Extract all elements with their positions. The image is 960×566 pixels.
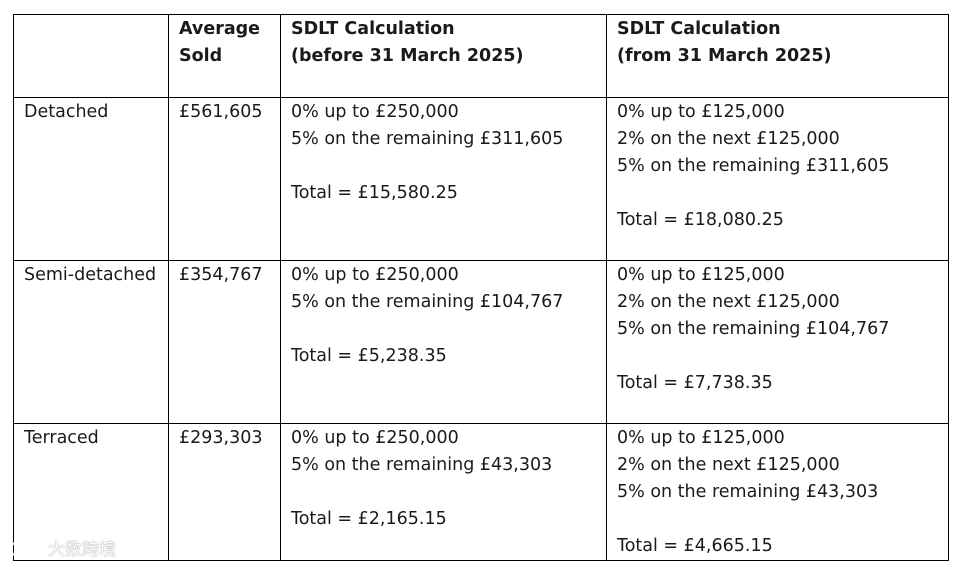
average-sold-cell: £293,303 <box>168 423 281 561</box>
sdlt-after-line: Total = £7,738.35 <box>617 373 773 393</box>
sdlt-before-line: Total = £5,238.35 <box>291 346 447 366</box>
sdlt-before-line: 0% up to £250,000 <box>291 265 459 285</box>
watermark-text: 大数跨境 <box>48 540 116 560</box>
average-sold-value: £293,303 <box>179 428 263 448</box>
line-gap <box>617 343 940 370</box>
sdlt-after-cell: 0% up to £125,000 2% on the next £125,000… <box>606 260 949 424</box>
header-average-sold: Average Sold <box>168 14 281 98</box>
watermark: 大数跨境 <box>8 535 116 560</box>
sdlt-before-line: 5% on the remaining £43,303 <box>291 455 553 475</box>
table-row: Detached £561,605 0% up to £250,000 5% on t… <box>13 97 949 261</box>
line-gap <box>617 180 940 207</box>
sdlt-after-line: 5% on the remaining £311,605 <box>617 156 890 176</box>
average-sold-value: £561,605 <box>179 102 263 122</box>
header-row: Average Sold SDLT Calculation (before 31… <box>13 14 949 98</box>
sdlt-before-line: 0% up to £250,000 <box>291 428 459 448</box>
table-row: Semi-detached £354,767 0% up to £250,000 5%… <box>13 260 949 424</box>
sdlt-after-line: 5% on the remaining £43,303 <box>617 482 879 502</box>
sdlt-before-cell: 0% up to £250,000 5% on the remaining £43… <box>280 423 607 561</box>
sdlt-after-cell: 0% up to £125,000 2% on the next £125,000… <box>606 423 949 561</box>
average-sold-value: £354,767 <box>179 265 263 285</box>
property-type: Terraced <box>24 428 99 448</box>
property-type-cell: Semi-detached <box>13 260 169 424</box>
sdlt-after-line: 2% on the next £125,000 <box>617 129 840 149</box>
property-type-cell: Terraced <box>13 423 169 561</box>
property-type: Semi-detached <box>24 265 157 285</box>
sdlt-after-line: 0% up to £125,000 <box>617 265 785 285</box>
average-sold-cell: £561,605 <box>168 97 281 261</box>
sdlt-before-cell: 0% up to £250,000 5% on the remaining £10… <box>280 260 607 424</box>
sdlt-before-line: Total = £15,580.25 <box>291 183 458 203</box>
sdlt-before-line: 5% on the remaining £104,767 <box>291 292 564 312</box>
logo-icon <box>10 539 42 557</box>
sdlt-before-cell: 0% up to £250,000 5% on the remaining £31… <box>280 97 607 261</box>
header-property-type <box>13 14 169 98</box>
line-gap <box>291 316 598 343</box>
property-type: Detached <box>24 102 109 122</box>
sdlt-after-line: Total = £4,665.15 <box>617 536 773 556</box>
line-gap <box>291 153 598 180</box>
sdlt-after-line: 5% on the remaining £104,767 <box>617 319 890 339</box>
line-gap <box>617 506 940 533</box>
sdlt-after-cell: 0% up to £125,000 2% on the next £125,000… <box>606 97 949 261</box>
sdlt-comparison-table: Average Sold SDLT Calculation (before 31… <box>13 14 949 561</box>
header-sdlt-before: SDLT Calculation (before 31 March 2025) <box>280 14 607 98</box>
line-gap <box>291 479 598 506</box>
sdlt-after-line: 0% up to £125,000 <box>617 428 785 448</box>
sdlt-after-line: 2% on the next £125,000 <box>617 455 840 475</box>
sdlt-after-line: Total = £18,080.25 <box>617 210 784 230</box>
property-type-cell: Detached <box>13 97 169 261</box>
sdlt-after-line: 0% up to £125,000 <box>617 102 785 122</box>
sdlt-before-line: 0% up to £250,000 <box>291 102 459 122</box>
sdlt-after-line: 2% on the next £125,000 <box>617 292 840 312</box>
sdlt-before-line: Total = £2,165.15 <box>291 509 447 529</box>
table-row: Terraced £293,303 0% up to £250,000 5% on t… <box>13 423 949 561</box>
header-sdlt-after: SDLT Calculation (from 31 March 2025) <box>606 14 949 98</box>
sdlt-before-line: 5% on the remaining £311,605 <box>291 129 564 149</box>
average-sold-cell: £354,767 <box>168 260 281 424</box>
